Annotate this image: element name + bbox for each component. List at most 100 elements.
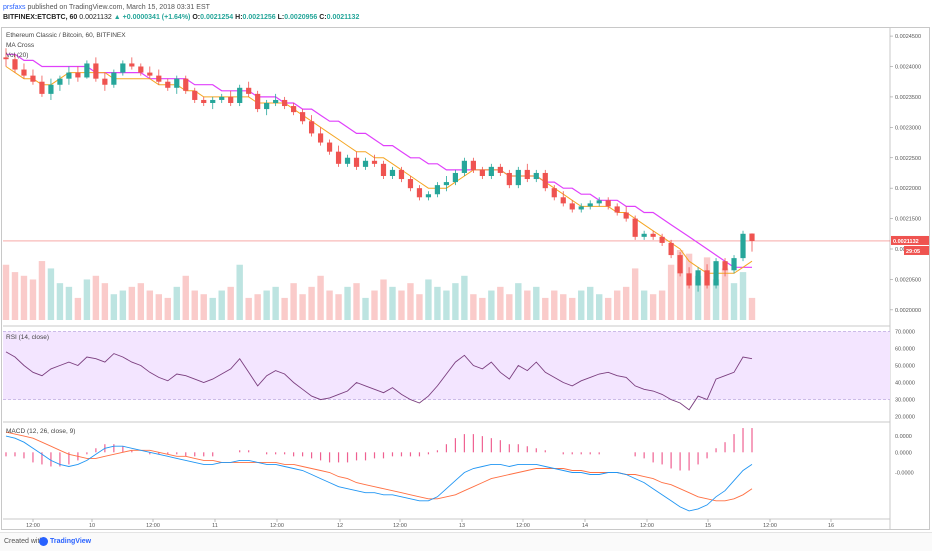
volume-bar <box>613 290 621 320</box>
price-tick-label: 0.0020500 <box>895 277 921 283</box>
volume-bar <box>730 283 738 320</box>
candle-body <box>614 206 620 213</box>
candle-body <box>300 112 306 122</box>
high-value: 0.0021256 <box>242 14 276 21</box>
time-tick-label: 12:00 <box>26 523 40 529</box>
volume-bar <box>353 283 360 320</box>
volume-bar <box>631 268 639 320</box>
candle-body <box>389 169 396 176</box>
ma-cross-label[interactable]: MA Cross <box>6 42 35 49</box>
candle-body <box>515 169 521 186</box>
footer: Created with TradingView <box>0 532 932 551</box>
volume-bar <box>146 290 154 320</box>
candle-body <box>156 75 162 82</box>
candle-body <box>587 203 593 207</box>
candle-body <box>138 66 144 73</box>
volume-bar <box>272 286 279 320</box>
candle-body <box>344 157 351 164</box>
volume-bar <box>11 272 19 320</box>
volume-bar <box>263 290 270 320</box>
volume-bar <box>443 290 450 320</box>
macd-pane-title[interactable]: MACD (12, 26, close, 9) <box>6 428 76 435</box>
candle-body <box>425 194 432 198</box>
volume-bar <box>245 297 252 320</box>
volume-bar <box>416 294 423 320</box>
candle-body <box>219 96 225 100</box>
countdown-tag-label: 29:05 <box>906 249 920 255</box>
candle-body <box>677 255 683 274</box>
candle-body <box>39 81 45 94</box>
rsi-tick-label: 60.0000 <box>895 346 915 352</box>
volume-bar <box>479 297 486 320</box>
candle-body <box>3 57 9 60</box>
time-tick-label: 12:00 <box>640 523 654 529</box>
rsi-tick-label: 70.0000 <box>895 329 915 335</box>
candle-body <box>659 236 665 243</box>
volume-bar <box>119 290 127 320</box>
volume-bar <box>29 279 37 320</box>
candle-body <box>560 197 566 204</box>
candle-body <box>650 233 656 237</box>
volume-bar <box>56 283 64 320</box>
rsi-pane-title[interactable]: RSI (14, close) <box>6 334 49 341</box>
candle-body <box>273 99 279 103</box>
candle-body <box>695 270 701 286</box>
candle-body <box>84 63 90 78</box>
candle-body <box>237 87 243 103</box>
candle-body <box>479 169 485 176</box>
candle-body <box>398 169 405 180</box>
candle-body <box>596 200 602 204</box>
volume-bar <box>533 286 540 320</box>
volume-bar <box>676 250 684 320</box>
author-link[interactable]: prsfaxs <box>3 4 26 11</box>
candle-body <box>12 59 18 70</box>
volume-bar <box>326 290 333 320</box>
volume-bar <box>461 275 468 320</box>
candle-body <box>102 78 108 85</box>
candle-body <box>282 99 288 107</box>
last-price: 0.0021132 <box>79 14 112 21</box>
volume-bar <box>209 297 216 320</box>
candle-body <box>21 69 27 76</box>
candle-body <box>605 200 611 207</box>
volume-bar <box>587 286 594 320</box>
candle-body <box>30 75 36 82</box>
volume-bar <box>101 283 109 320</box>
tradingview-brand-link[interactable]: TradingView <box>50 538 92 545</box>
price-tick-label: 0.0020000 <box>895 308 921 314</box>
volume-bar <box>398 290 405 320</box>
ma-fast-line <box>5 66 753 274</box>
macd-tick-label: -0.0000 <box>895 471 914 477</box>
candle-body <box>443 182 450 186</box>
price-tag-bg <box>891 235 929 245</box>
symbol-text: BITFINEX:ETCBTC, 60 <box>3 14 78 21</box>
rsi-band <box>3 331 890 400</box>
rsi-tick-label: 30.0000 <box>895 398 915 404</box>
candle-body <box>461 160 467 173</box>
price-tick-label: 0.0022000 <box>895 186 921 192</box>
candle-body <box>380 163 387 176</box>
volume-bar <box>20 275 28 320</box>
volume-bar <box>380 279 387 320</box>
candle-body <box>731 258 737 271</box>
candle-body <box>569 203 575 210</box>
candle-body <box>174 78 180 88</box>
candle-body <box>66 72 72 79</box>
candle-body <box>632 218 638 237</box>
volume-bar <box>703 257 711 320</box>
volume-bar <box>739 272 747 320</box>
macd-signal-line <box>5 431 753 502</box>
candle-body <box>165 81 171 88</box>
volume-bar <box>155 294 162 320</box>
candle-body <box>183 78 189 91</box>
created-with-text: Created with <box>4 538 44 545</box>
candle-body <box>353 157 360 167</box>
volume-label[interactable]: Vol (20) <box>6 52 29 59</box>
time-tick-label: 12:00 <box>146 523 160 529</box>
volume-bar <box>137 283 145 320</box>
candle-body <box>246 87 252 94</box>
candle-body <box>111 72 117 85</box>
chart-header: prsfaxs published on TradingView.com, Ma… <box>0 0 932 26</box>
candle-body <box>291 106 297 113</box>
